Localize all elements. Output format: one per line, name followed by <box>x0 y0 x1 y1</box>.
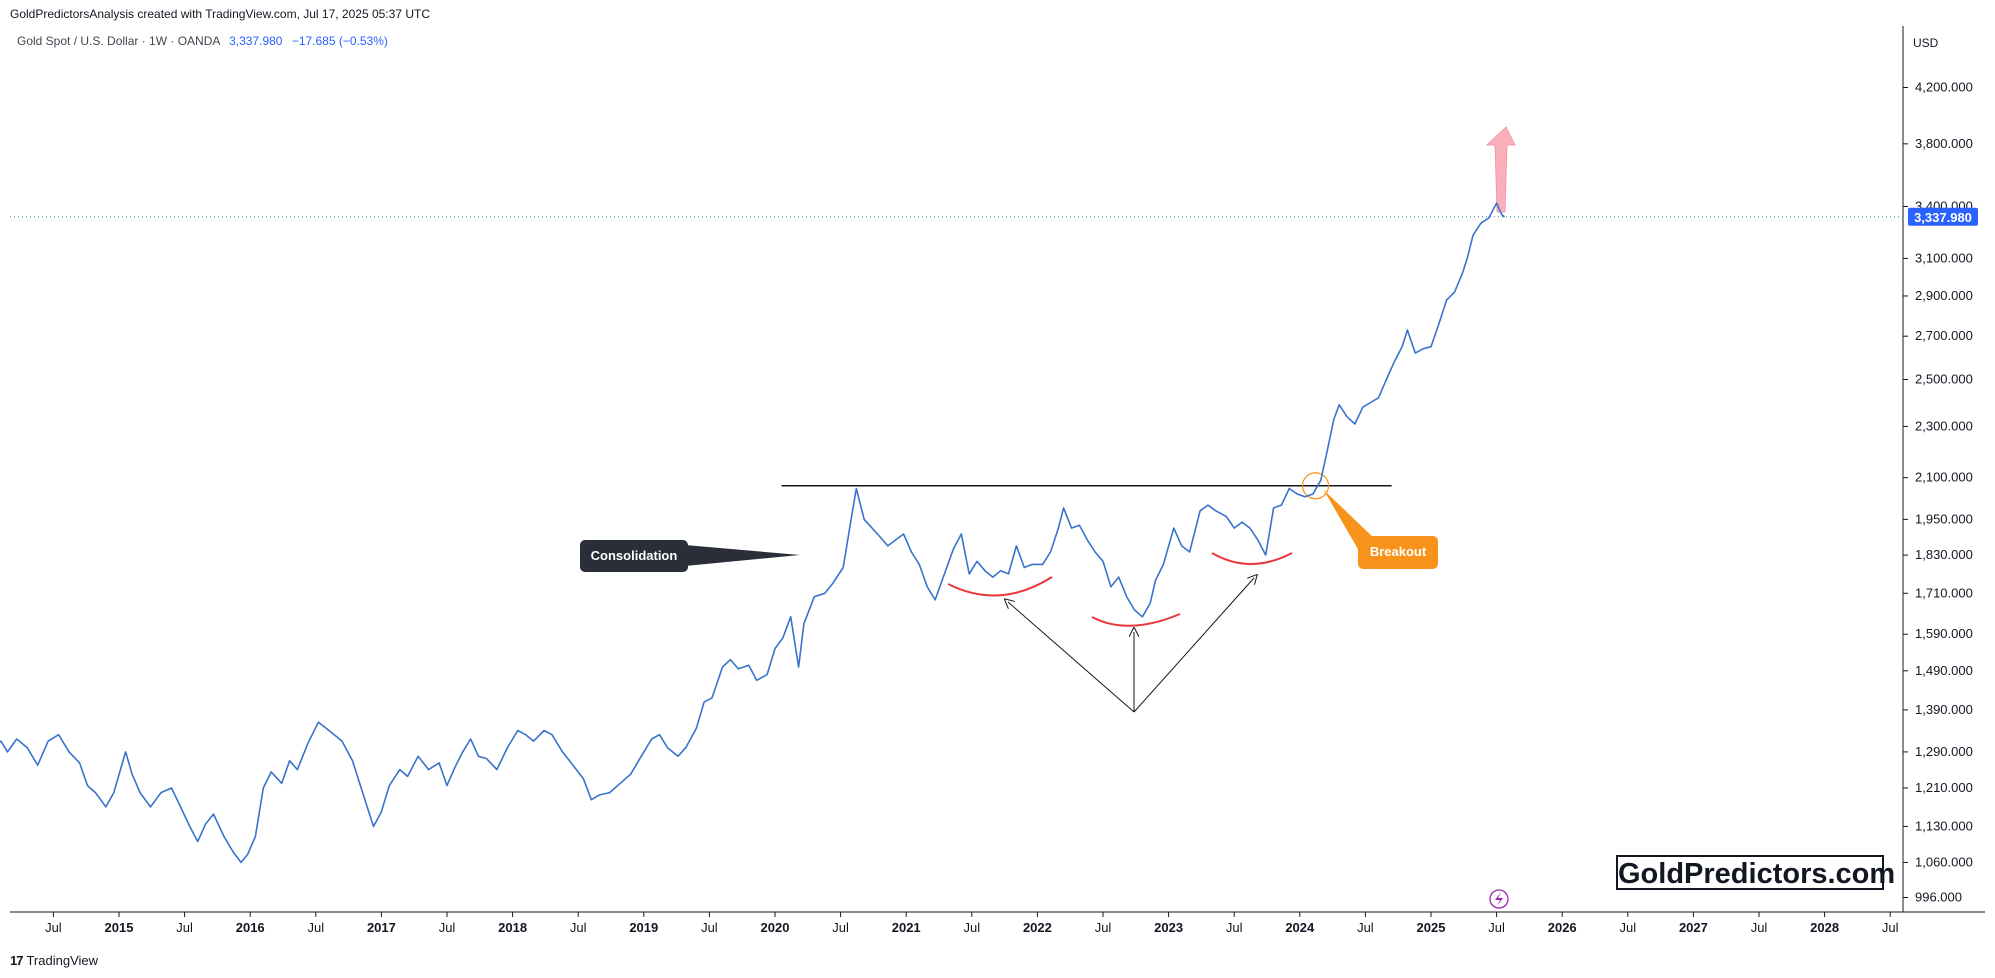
breakout-label: Breakout <box>1370 544 1427 559</box>
price-tick-label: 3,800.000 <box>1915 136 1973 151</box>
month-tick-label: Jul <box>45 920 62 935</box>
attribution-text: GoldPredictorsAnalysis created with Trad… <box>10 7 430 21</box>
tradingview-footer[interactable]: 17 TradingView <box>10 953 98 968</box>
price-tick-label: 3,100.000 <box>1915 250 1973 265</box>
price-tick-label: 1,210.000 <box>1915 780 1973 795</box>
watermark-logo: GoldPredictors.com <box>1616 855 1895 890</box>
month-tick-label: Jul <box>1357 920 1374 935</box>
year-tick-label: 2022 <box>1023 920 1052 935</box>
year-tick-label: 2016 <box>236 920 265 935</box>
price-tick-label: 1,130.000 <box>1915 818 1973 833</box>
breakout-box <box>1358 536 1438 569</box>
price-tick-label: 1,060.000 <box>1915 854 1973 869</box>
price-tick-label: 2,500.000 <box>1915 372 1973 387</box>
price-tick-label: 2,100.000 <box>1915 470 1973 485</box>
price-tick-label: 2,700.000 <box>1915 328 1973 343</box>
year-tick-label: 2023 <box>1154 920 1183 935</box>
year-tick-label: 2025 <box>1417 920 1446 935</box>
year-tick-label: 2027 <box>1679 920 1708 935</box>
price-tick-label: 1,390.000 <box>1915 702 1973 717</box>
consolidation-callout[interactable]: Consolidation <box>580 540 800 572</box>
arrow-right <box>1133 578 1254 713</box>
head-arc <box>1091 613 1181 627</box>
year-tick-label: 2017 <box>367 920 396 935</box>
year-tick-label: 2015 <box>105 920 134 935</box>
month-tick-label: Jul <box>1882 920 1899 935</box>
year-tick-label: 2026 <box>1548 920 1577 935</box>
price-tick-label: 4,200.000 <box>1915 80 1973 95</box>
consolidation-box <box>580 540 688 572</box>
price-tick-label: 2,900.000 <box>1915 288 1973 303</box>
tradingview-brand: TradingView <box>26 953 99 968</box>
price-tick-label: 1,950.000 <box>1915 511 1973 526</box>
time-axis[interactable]: Jul 2015 Jul 2016 Jul 2017 Jul 2018 Jul 2019 Jul 20… <box>45 912 1899 935</box>
right-shoulder-arc <box>1211 552 1293 565</box>
consolidation-label: Consolidation <box>591 548 678 563</box>
price-tick-label: 1,710.000 <box>1915 585 1973 600</box>
year-tick-label: 2021 <box>892 920 921 935</box>
year-tick-label: 2024 <box>1285 920 1315 935</box>
arrow-left <box>1008 602 1135 713</box>
breakout-circle <box>1301 472 1330 500</box>
month-tick-label: Jul <box>963 920 980 935</box>
last-price-value: 3,337.980 <box>1914 210 1972 225</box>
year-tick-label: 2028 <box>1810 920 1839 935</box>
month-tick-label: Jul <box>1751 920 1768 935</box>
price-tick-label: 996.000 <box>1915 890 1962 905</box>
year-tick-label: 2020 <box>761 920 790 935</box>
symbol-change: −17.685 (−0.53%) <box>291 34 388 48</box>
currency-label[interactable]: USD <box>1913 36 1939 50</box>
month-tick-label: Jul <box>1095 920 1112 935</box>
year-tick-label: 2018 <box>498 920 527 935</box>
month-tick-label: Jul <box>307 920 324 935</box>
breakout-callout[interactable]: Breakout <box>1323 489 1438 569</box>
target-up-arrow-shape <box>1485 126 1516 213</box>
month-tick-label: Jul <box>1488 920 1505 935</box>
target-up-arrow <box>1485 126 1516 213</box>
last-price-badge-bg <box>1908 207 1978 226</box>
year-tick-label: 2019 <box>629 920 658 935</box>
symbol-name: Gold Spot / U.S. Dollar · 1W · OANDA <box>17 34 220 48</box>
price-tick-label: 2,300.000 <box>1915 418 1973 433</box>
month-tick-label: Jul <box>832 920 849 935</box>
price-tick-label: 1,290.000 <box>1915 744 1973 759</box>
month-tick-label: Jul <box>701 920 718 935</box>
last-price-badge: 3,337.980 <box>1908 207 1978 226</box>
month-tick-label: Jul <box>176 920 193 935</box>
price-axis[interactable]: 4,200.0003,800.0003,400.0003,100.0002,90… <box>1903 80 1973 905</box>
consolidation-pointer <box>685 545 800 566</box>
price-tick-label: 1,490.000 <box>1915 663 1973 678</box>
month-tick-label: Jul <box>1226 920 1243 935</box>
lightning-icon-bolt <box>1495 892 1503 906</box>
price-tick-label: 1,590.000 <box>1915 626 1973 641</box>
month-tick-label: Jul <box>439 920 456 935</box>
month-tick-label: Jul <box>1619 920 1636 935</box>
symbol-price: 3,337.980 <box>229 34 283 48</box>
price-series-line <box>0 202 1505 864</box>
tradingview-logo-icon: 17 <box>10 953 24 968</box>
symbol-legend[interactable]: Gold Spot / U.S. Dollar · 1W · OANDA 3,3… <box>17 34 388 48</box>
lightning-icon[interactable] <box>1489 889 1509 909</box>
price-tick-label: 1,830.000 <box>1915 547 1973 562</box>
month-tick-label: Jul <box>570 920 587 935</box>
left-shoulder-arc <box>947 576 1053 597</box>
